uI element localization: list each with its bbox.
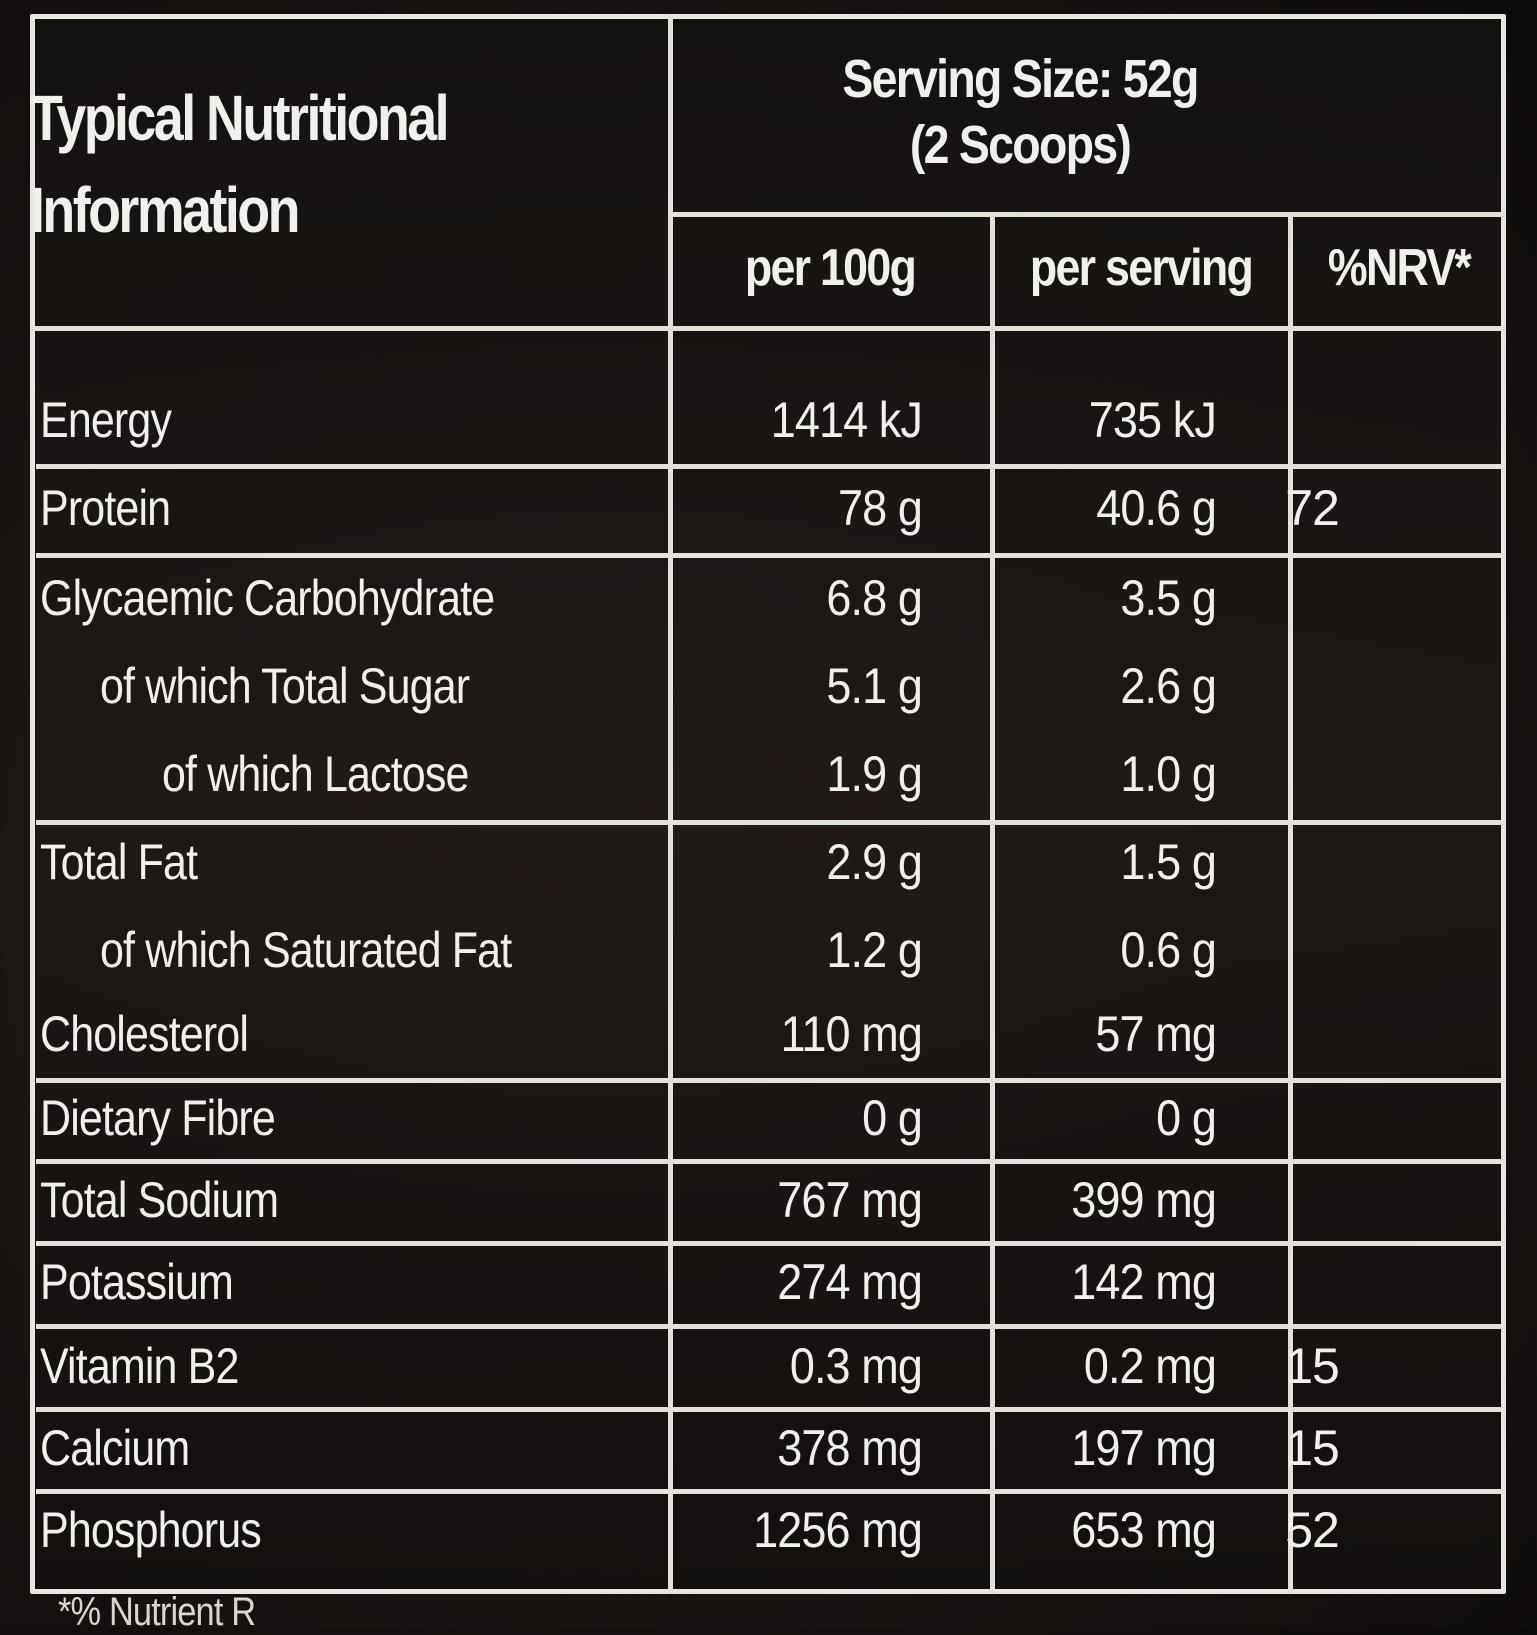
row-value-per-serving: 40.6 g xyxy=(1096,480,1217,536)
row-value-per100g: 767 mg xyxy=(777,1172,923,1228)
row-value-per-serving: 653 mg xyxy=(1071,1502,1217,1558)
row-label: Energy xyxy=(40,392,172,448)
column-header-per100g: per 100g xyxy=(744,239,917,297)
row-value-per-serving: 1.0 g xyxy=(1120,746,1216,802)
row-label: Vitamin B2 xyxy=(40,1338,239,1394)
row-separator xyxy=(36,553,1502,558)
row-label: Total Fat xyxy=(40,834,198,890)
row-separator xyxy=(36,1159,1502,1164)
row-value-per100g: 378 mg xyxy=(777,1420,923,1476)
nutrition-table xyxy=(30,14,1506,1594)
row-label: of which Lactose xyxy=(162,746,469,802)
row-value-per100g: 5.1 g xyxy=(826,658,922,714)
row-label: of which Saturated Fat xyxy=(100,922,512,978)
row-value-per100g: 1.2 g xyxy=(826,922,922,978)
row-value-per100g: 1256 mg xyxy=(753,1502,923,1558)
serving-size: Serving Size: 52g (2 Scoops) xyxy=(693,46,1347,178)
row-value-nrv: 52 xyxy=(1285,1502,1340,1558)
divider-serving-header xyxy=(668,212,1506,217)
row-label: Phosphorus xyxy=(40,1502,262,1558)
table-title: Typical Nutritional Information xyxy=(30,82,450,246)
row-value-per-serving: 142 mg xyxy=(1071,1254,1217,1310)
serving-scoops-line: (2 Scoops) xyxy=(909,115,1132,175)
row-value-nrv: 72 xyxy=(1285,480,1340,536)
row-value-per-serving: 1.5 g xyxy=(1120,834,1216,890)
row-value-per-serving: 399 mg xyxy=(1071,1172,1217,1228)
row-label: Protein xyxy=(40,480,171,536)
row-label: of which Total Sugar xyxy=(100,658,470,714)
divider-per100-column xyxy=(990,214,995,1594)
row-label: Potassium xyxy=(40,1254,234,1310)
row-value-per100g: 1.9 g xyxy=(826,746,922,802)
serving-size-line: Serving Size: 52g xyxy=(842,49,1199,109)
row-separator xyxy=(36,820,1502,825)
row-value-per-serving: 197 mg xyxy=(1071,1420,1217,1476)
row-label: Dietary Fibre xyxy=(40,1090,276,1146)
row-value-per100g: 0 g xyxy=(862,1090,923,1146)
column-header-per-serving: per serving xyxy=(1029,239,1254,297)
row-separator xyxy=(36,1489,1502,1494)
row-label: Glycaemic Carbohydrate xyxy=(40,570,495,626)
footnote: *% Nutrient R xyxy=(58,1590,256,1634)
row-value-per-serving: 0.2 mg xyxy=(1083,1338,1217,1394)
row-value-per-serving: 0.6 g xyxy=(1120,922,1216,978)
row-value-per-serving: 57 mg xyxy=(1095,1006,1216,1062)
row-label: Calcium xyxy=(40,1420,190,1476)
row-value-per-serving: 735 kJ xyxy=(1088,392,1217,448)
row-value-per-serving: 2.6 g xyxy=(1120,658,1216,714)
row-label: Total Sodium xyxy=(40,1172,279,1228)
row-value-nrv: 15 xyxy=(1285,1420,1340,1476)
divider-label-column xyxy=(668,14,673,1594)
row-value-per100g: 78 g xyxy=(838,480,923,536)
divider-column-header xyxy=(30,326,1506,331)
row-value-nrv: 15 xyxy=(1285,1338,1340,1394)
row-value-per-serving: 3.5 g xyxy=(1120,570,1216,626)
row-value-per100g: 1414 kJ xyxy=(770,392,923,448)
row-value-per100g: 0.3 mg xyxy=(789,1338,923,1394)
row-value-per100g: 6.8 g xyxy=(826,570,922,626)
row-value-per-serving: 0 g xyxy=(1156,1090,1217,1146)
row-value-per100g: 274 mg xyxy=(777,1254,923,1310)
row-label: Cholesterol xyxy=(40,1006,249,1062)
row-value-per100g: 110 mg xyxy=(780,1006,923,1062)
row-separator xyxy=(36,1078,1502,1083)
row-value-per100g: 2.9 g xyxy=(826,834,922,890)
row-separator xyxy=(36,1241,1502,1246)
row-separator xyxy=(36,1407,1502,1412)
row-separator xyxy=(36,1324,1502,1329)
column-header-nrv: %NRV* xyxy=(1327,239,1472,297)
row-separator xyxy=(36,464,1502,469)
divider-serving-column xyxy=(1288,214,1293,1594)
